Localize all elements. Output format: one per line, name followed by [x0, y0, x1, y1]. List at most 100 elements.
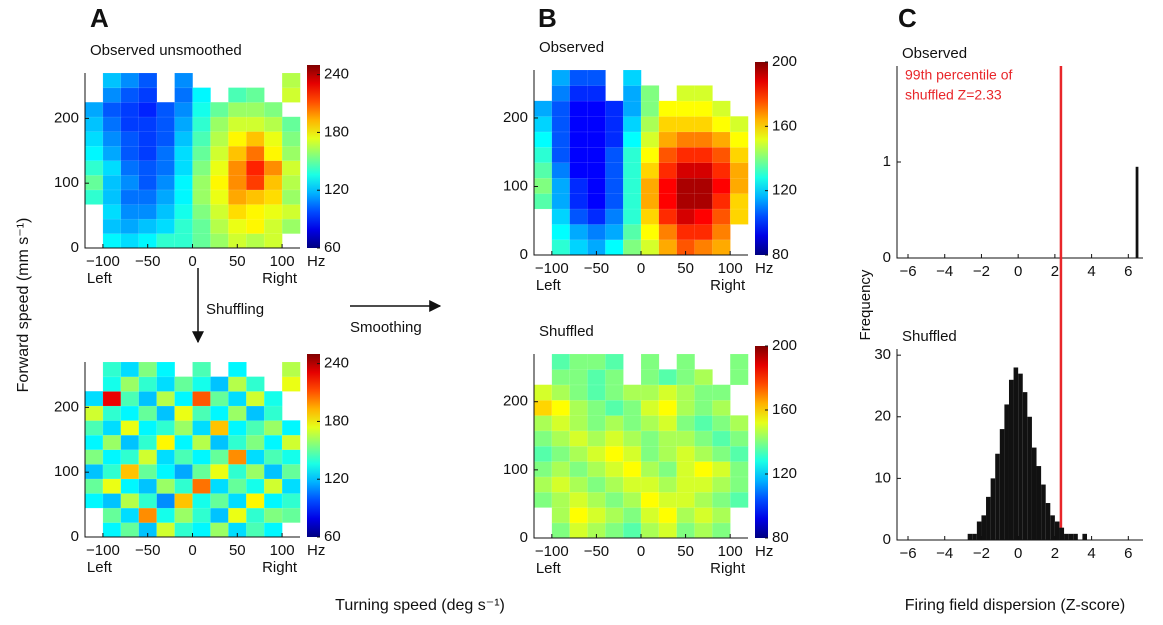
heat-cell: [84, 420, 104, 436]
heat-cell: [246, 507, 265, 523]
heat-cell: [605, 522, 624, 539]
heat-cell: [156, 116, 176, 132]
heat-cell: [551, 507, 571, 524]
heat-cell: [729, 430, 749, 447]
hist-bar: [995, 453, 1000, 540]
heat-cell: [729, 415, 749, 432]
y-tick-label: 30: [874, 346, 891, 363]
heat-cell: [84, 160, 104, 176]
heat-cell: [587, 85, 606, 102]
heat-cell: [138, 131, 158, 147]
heat-cell: [120, 420, 140, 436]
heat-cell: [84, 116, 104, 132]
heat-cell: [676, 399, 696, 416]
heat-cell: [569, 223, 589, 241]
heat-cell: [281, 434, 301, 450]
hist-bar: [1022, 392, 1028, 540]
heat-cell: [569, 369, 589, 386]
heat-cell: [658, 445, 678, 462]
heat-cell: [246, 218, 265, 234]
y-tick-label: 200: [54, 398, 79, 415]
heat-cell: [640, 430, 660, 447]
heat-cell: [192, 174, 211, 191]
heat-cell: [84, 145, 104, 162]
heat-cell: [712, 162, 731, 179]
heat-cell: [102, 434, 122, 450]
heat-cell: [281, 131, 301, 147]
heat-cell: [658, 507, 678, 524]
heat-cell: [84, 390, 104, 407]
heat-cell: [246, 420, 265, 436]
heat-cell: [138, 449, 158, 465]
heat-cell: [281, 361, 301, 378]
heat-cell: [192, 507, 211, 523]
x-tick-label: −6: [899, 263, 916, 280]
heat-cell: [658, 146, 678, 163]
heat-cell: [228, 145, 247, 162]
heat-cell: [120, 463, 140, 480]
heat-cell: [120, 434, 140, 450]
heat-cell: [712, 415, 731, 432]
heat-cell: [658, 116, 678, 133]
heat-cell: [228, 493, 247, 509]
x-tick-label: 100: [270, 542, 295, 559]
heat-cell: [605, 430, 624, 447]
heat-cell: [138, 507, 158, 523]
heat-cell: [174, 449, 193, 465]
heat-cell: [102, 160, 122, 176]
heat-cell: [676, 223, 696, 241]
heat-cell: [694, 384, 713, 401]
heat-cell: [246, 390, 265, 407]
x-tick-label: −50: [135, 253, 160, 270]
heat-cell: [120, 131, 140, 147]
heat-cell: [210, 131, 229, 147]
heat-cell: [694, 415, 713, 432]
colorbar-tick-label: 80: [772, 529, 789, 546]
x-tick-label: −50: [135, 542, 160, 559]
heat-cell: [694, 193, 713, 210]
heat-cell: [622, 461, 642, 478]
heat-cell: [102, 463, 122, 480]
heat-cell: [587, 223, 606, 241]
heat-cell: [587, 177, 606, 194]
heat-cell: [569, 239, 589, 256]
heat-cell: [228, 101, 247, 118]
heat-cell: [192, 493, 211, 509]
heat-cell: [192, 522, 211, 538]
heat-cell: [533, 430, 553, 447]
heat-cell: [210, 463, 229, 480]
colorbar-tick-label: 80: [772, 246, 789, 263]
x-tick-label: −100: [535, 260, 569, 277]
heat-cell: [84, 478, 104, 494]
heat-cell: [228, 174, 247, 191]
heat-cell: [102, 449, 122, 465]
heat-cell: [533, 476, 553, 493]
heat-cell: [120, 493, 140, 509]
heat-cell: [192, 87, 211, 103]
heat-cell: [658, 522, 678, 539]
heat-cell: [102, 189, 122, 205]
x-tick-label: 0: [188, 542, 196, 559]
heat-cell: [729, 208, 749, 225]
heat-cell: [263, 174, 283, 191]
x-axis-label: Firing field dispersion (Z-score): [905, 597, 1126, 614]
heat-cell: [676, 491, 696, 508]
heat-cell: [174, 116, 193, 132]
heat-cell: [120, 405, 140, 421]
heat-cell: [210, 405, 229, 421]
x-tick-label: 2: [1051, 263, 1059, 280]
heat-cell: [712, 476, 731, 493]
x-tick-label: 50: [677, 543, 694, 560]
heat-cell: [263, 116, 283, 132]
heat-cell: [84, 101, 104, 118]
heat-cell: [102, 204, 122, 220]
heat-cell: [729, 162, 749, 179]
heat-cell: [587, 476, 606, 493]
heat-cell: [84, 189, 104, 205]
heat-cell: [246, 145, 265, 162]
heat-cell: [712, 491, 731, 508]
heat-cell: [587, 162, 606, 179]
heat-cell: [192, 145, 211, 162]
heat-cell: [210, 233, 229, 249]
heat-cell: [729, 476, 749, 493]
